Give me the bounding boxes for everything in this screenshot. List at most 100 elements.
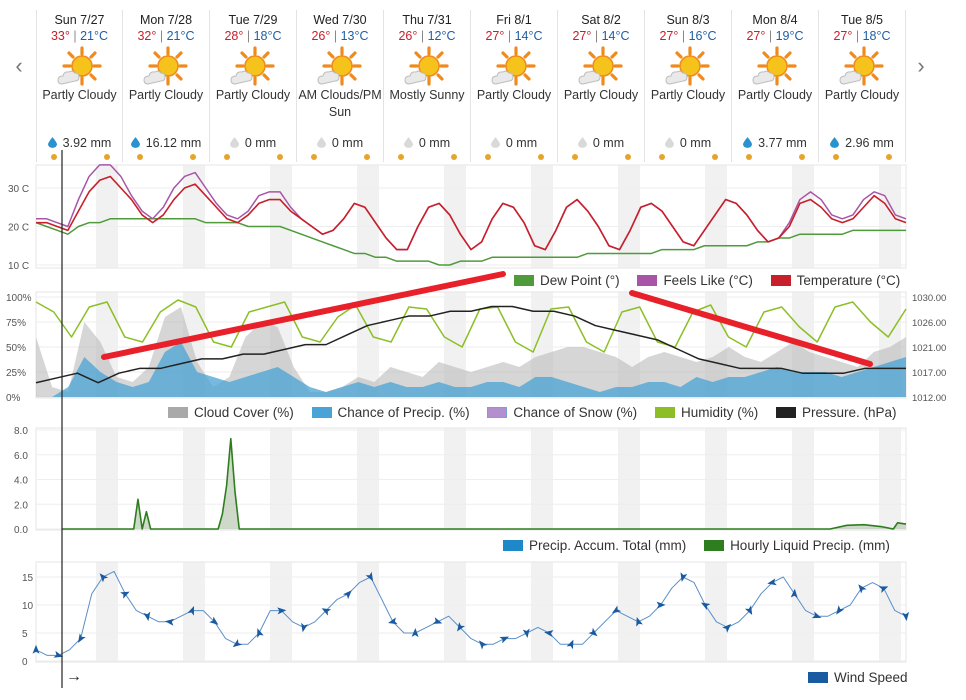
next-days-arrow-icon[interactable]: › xyxy=(917,53,925,78)
legend-precip-accum[interactable]: Precip. Accum. Total (mm) xyxy=(529,538,687,553)
night-band xyxy=(618,562,640,662)
day-temps: 27° | 18°C xyxy=(819,29,905,43)
hourly-precip-area xyxy=(62,438,906,529)
low-temp: 13°C xyxy=(340,29,369,43)
sunrise-dot xyxy=(746,154,752,160)
cloud-cover-swatch[interactable] xyxy=(168,407,188,418)
day-column[interactable]: Sun 8/3 27° | 16°C Partly Cloudy 0 mm xyxy=(645,10,732,162)
raindrop-icon xyxy=(130,137,140,148)
day-column[interactable]: Sat 8/2 27° | 14°C Partly Cloudy 0 mm xyxy=(558,10,645,162)
legend-wind-speed[interactable]: Wind Speed xyxy=(834,670,908,685)
night-band xyxy=(879,165,901,268)
night-band xyxy=(531,165,553,268)
legend-cloud-cover[interactable]: Cloud Cover (%) xyxy=(194,405,294,420)
day-name: Mon 8/4 xyxy=(752,13,798,27)
dew-point-swatch[interactable] xyxy=(514,275,534,286)
chance-precip-swatch[interactable] xyxy=(311,407,332,418)
temp-separator: | xyxy=(159,29,164,43)
legend-temperature[interactable]: Temperature (°C) xyxy=(796,273,901,288)
day-temps: 27° | 14°C xyxy=(558,29,644,43)
precip-amount: 0 mm xyxy=(679,136,712,150)
day-name: Sun 8/3 xyxy=(666,13,710,27)
pressure-axis-label: 1021.00 xyxy=(912,343,946,354)
pressure-axis-label: 1012.00 xyxy=(912,393,946,404)
wind-direction-arrow xyxy=(187,605,195,616)
high-temp: 27° xyxy=(833,29,853,43)
sunset-dot xyxy=(712,154,718,160)
day-name: Sat 8/2 xyxy=(581,13,621,27)
partly-cloudy-sun-icon xyxy=(491,46,536,86)
low-temp: 21°C xyxy=(80,29,109,43)
chance-snow-swatch[interactable] xyxy=(487,407,508,418)
temperature-line xyxy=(36,175,907,251)
wind-direction-arrow xyxy=(388,617,398,625)
day-condition: Partly Cloudy xyxy=(563,88,639,102)
day-column[interactable]: Wed 7/30 26° | 13°C AM Clouds/PM Sun 0 m… xyxy=(297,10,384,162)
temp-separator: | xyxy=(768,29,773,43)
legend-chance-precip[interactable]: Chance of Precip. (%) xyxy=(337,405,470,420)
night-band xyxy=(183,562,205,662)
sunrise-dot xyxy=(833,154,839,160)
day-name: Sun 7/27 xyxy=(54,13,105,27)
raindrop-icon xyxy=(490,137,500,148)
wind-direction-arrow xyxy=(878,586,889,593)
sunrise-dot xyxy=(51,154,57,160)
wind-speed-swatch[interactable] xyxy=(808,672,828,683)
legend-pressure[interactable]: Pressure. (hPa) xyxy=(801,405,897,420)
night-band xyxy=(531,562,553,662)
wind-direction-arrow xyxy=(811,611,822,619)
wind-direction-arrow xyxy=(478,640,488,650)
day-column[interactable]: Fri 8/1 27° | 14°C Partly Cloudy 0 mm xyxy=(471,10,558,162)
red-annotation-line xyxy=(101,271,506,360)
day-name: Tue 7/29 xyxy=(228,13,278,27)
night-band xyxy=(705,562,727,662)
day-column[interactable]: Tue 8/5 27° | 18°C Partly Cloudy 2.96 mm xyxy=(819,10,906,162)
legend-feels-like[interactable]: Feels Like (°C) xyxy=(663,273,753,288)
legend-dew-point[interactable]: Dew Point (°) xyxy=(540,273,620,288)
hourly-precip-swatch[interactable] xyxy=(704,540,725,551)
day-column[interactable]: Sun 7/27 33° | 21°C Partly Cloudy 3.92 m… xyxy=(36,10,123,162)
temp-axis-label: 10 C xyxy=(8,261,29,272)
day-column[interactable]: Tue 7/29 28° | 18°C Partly Cloudy 0 mm xyxy=(210,10,297,162)
feels-like-line xyxy=(36,164,907,251)
wind-direction-arrow xyxy=(636,617,643,627)
high-temp: 27° xyxy=(746,29,766,43)
pressure-swatch[interactable] xyxy=(775,407,796,418)
legend-hourly-precip[interactable]: Hourly Liquid Precip. (mm) xyxy=(730,538,890,553)
day-column[interactable]: Mon 8/4 27° | 19°C Partly Cloudy 3.77 mm xyxy=(732,10,819,162)
day-precip: 0 mm xyxy=(297,136,383,150)
previous-days-arrow-icon[interactable]: ‹ xyxy=(15,53,23,78)
wind-direction-arrow xyxy=(321,608,332,616)
legend-humidity[interactable]: Humidity (%) xyxy=(680,405,759,420)
night-band xyxy=(705,165,727,268)
sunset-dot xyxy=(277,154,283,160)
precip-accum-swatch[interactable] xyxy=(503,540,523,551)
sunset-dot xyxy=(799,154,805,160)
day-precip: 0 mm xyxy=(645,136,731,150)
humidity-swatch[interactable] xyxy=(654,407,675,418)
night-band xyxy=(792,562,814,662)
low-temp: 19°C xyxy=(775,29,804,43)
feels-like-swatch[interactable] xyxy=(637,275,658,286)
red-annotation-line xyxy=(629,290,873,367)
night-band xyxy=(444,165,466,268)
night-band xyxy=(792,165,814,268)
sun-dots xyxy=(558,154,644,160)
day-precip: 0 mm xyxy=(558,136,644,150)
partly-cloudy-sun-icon xyxy=(752,46,797,86)
day-condition: Mostly Sunny xyxy=(389,88,465,102)
sunset-dot xyxy=(625,154,631,160)
low-temp: 16°C xyxy=(688,29,717,43)
day-column[interactable]: Mon 7/28 32° | 21°C Partly Cloudy 16.12 … xyxy=(123,10,210,162)
high-temp: 27° xyxy=(572,29,592,43)
pressure-line xyxy=(35,305,906,384)
temp-separator: | xyxy=(420,29,425,43)
high-temp: 27° xyxy=(485,29,505,43)
legend-chance-snow[interactable]: Chance of Snow (%) xyxy=(513,405,638,420)
day-column[interactable]: Thu 7/31 26° | 12°C Mostly Sunny 0 mm xyxy=(384,10,471,162)
low-temp: 12°C xyxy=(427,29,456,43)
day-condition: Partly Cloudy xyxy=(42,88,117,102)
temperature-swatch[interactable] xyxy=(770,275,791,286)
temp-separator: | xyxy=(594,29,599,43)
precip-amount: 16.12 mm xyxy=(145,136,202,150)
